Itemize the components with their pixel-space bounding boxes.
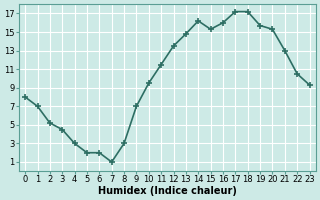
X-axis label: Humidex (Indice chaleur): Humidex (Indice chaleur): [98, 186, 237, 196]
